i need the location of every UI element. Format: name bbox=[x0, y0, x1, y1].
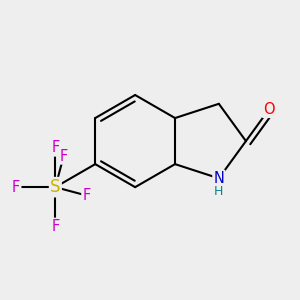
Text: O: O bbox=[263, 102, 275, 117]
Text: F: F bbox=[51, 219, 59, 234]
Text: F: F bbox=[12, 180, 20, 195]
Text: F: F bbox=[82, 188, 91, 203]
Text: S: S bbox=[50, 178, 61, 196]
Text: N: N bbox=[213, 171, 224, 186]
Text: F: F bbox=[60, 148, 68, 164]
Text: F: F bbox=[51, 140, 59, 155]
Text: H: H bbox=[214, 185, 224, 198]
